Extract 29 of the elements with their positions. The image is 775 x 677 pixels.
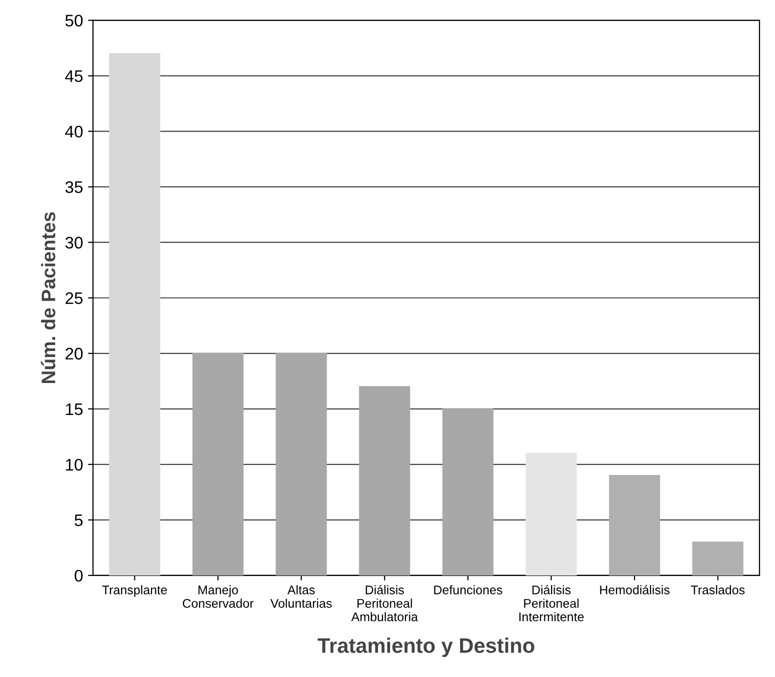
x-tick-label: Manejo Conservador: [182, 585, 254, 608]
bar: [359, 386, 410, 576]
y-tick-label: 15: [66, 403, 83, 416]
y-axis-title: Núm. de Pacientes: [40, 212, 56, 384]
x-tick-label: Diálisis Peritoneal Ambulatoria: [351, 585, 418, 622]
y-tick-label: 20: [66, 348, 83, 360]
bar: [608, 474, 660, 576]
x-tick-label: Transplante: [102, 585, 167, 597]
y-tick-label: 10: [66, 458, 83, 471]
y-tick-label: 50: [65, 14, 83, 27]
x-tick-label: Altas Voluntarias: [270, 585, 332, 608]
x-axis-title: Tratamiento y Destino: [318, 638, 534, 658]
y-tick-label: 25: [66, 292, 83, 304]
bar: [109, 53, 160, 576]
x-tick-label: Defunciones: [434, 585, 502, 594]
x-tick-label: Hemodiálisis: [600, 585, 670, 594]
y-tick-label: 35: [65, 181, 83, 194]
bar: [192, 352, 244, 576]
y-tick-label: 0: [74, 570, 83, 582]
y-tick-label: 30: [65, 236, 83, 249]
x-tick-label: Diálisis Peritoneal Intermitente: [519, 585, 584, 622]
bar: [692, 542, 744, 576]
y-tick-label: 45: [65, 70, 83, 82]
y-tick-label: 5: [74, 514, 83, 526]
x-tick-label: Traslados: [690, 585, 745, 594]
bar: [442, 408, 494, 576]
y-tick-label: 40: [65, 126, 83, 138]
bar: [526, 452, 577, 576]
bar: [276, 352, 327, 576]
